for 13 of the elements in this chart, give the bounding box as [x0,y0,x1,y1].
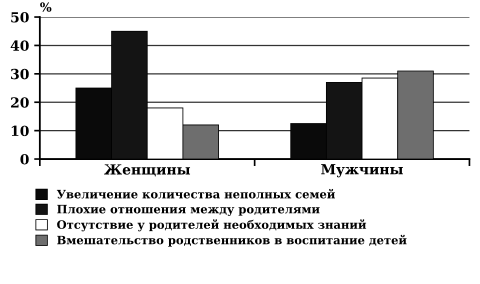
y-tick-label: 10 [12,126,29,136]
y-tick-label: 30 [11,68,29,80]
y-tick-label: 20 [11,97,29,108]
legend-label: Плохие отношения между родителями [57,204,320,216]
legend-label: Увеличение количества неполных семей [56,188,335,198]
y-tick-label: 50 [11,12,29,23]
y-axis-title: % [40,2,52,12]
x-tick-label: Мужчины [321,164,403,178]
x-tick-label: Женщины [104,164,190,176]
y-tick-label: 40 [10,40,29,51]
legend-label: Вмешательство родственников в воспитание детей [57,234,407,247]
legend-label: Отсутствие у родителей необходимых знаний [57,219,366,232]
y-tick-label: 0 [20,154,29,165]
